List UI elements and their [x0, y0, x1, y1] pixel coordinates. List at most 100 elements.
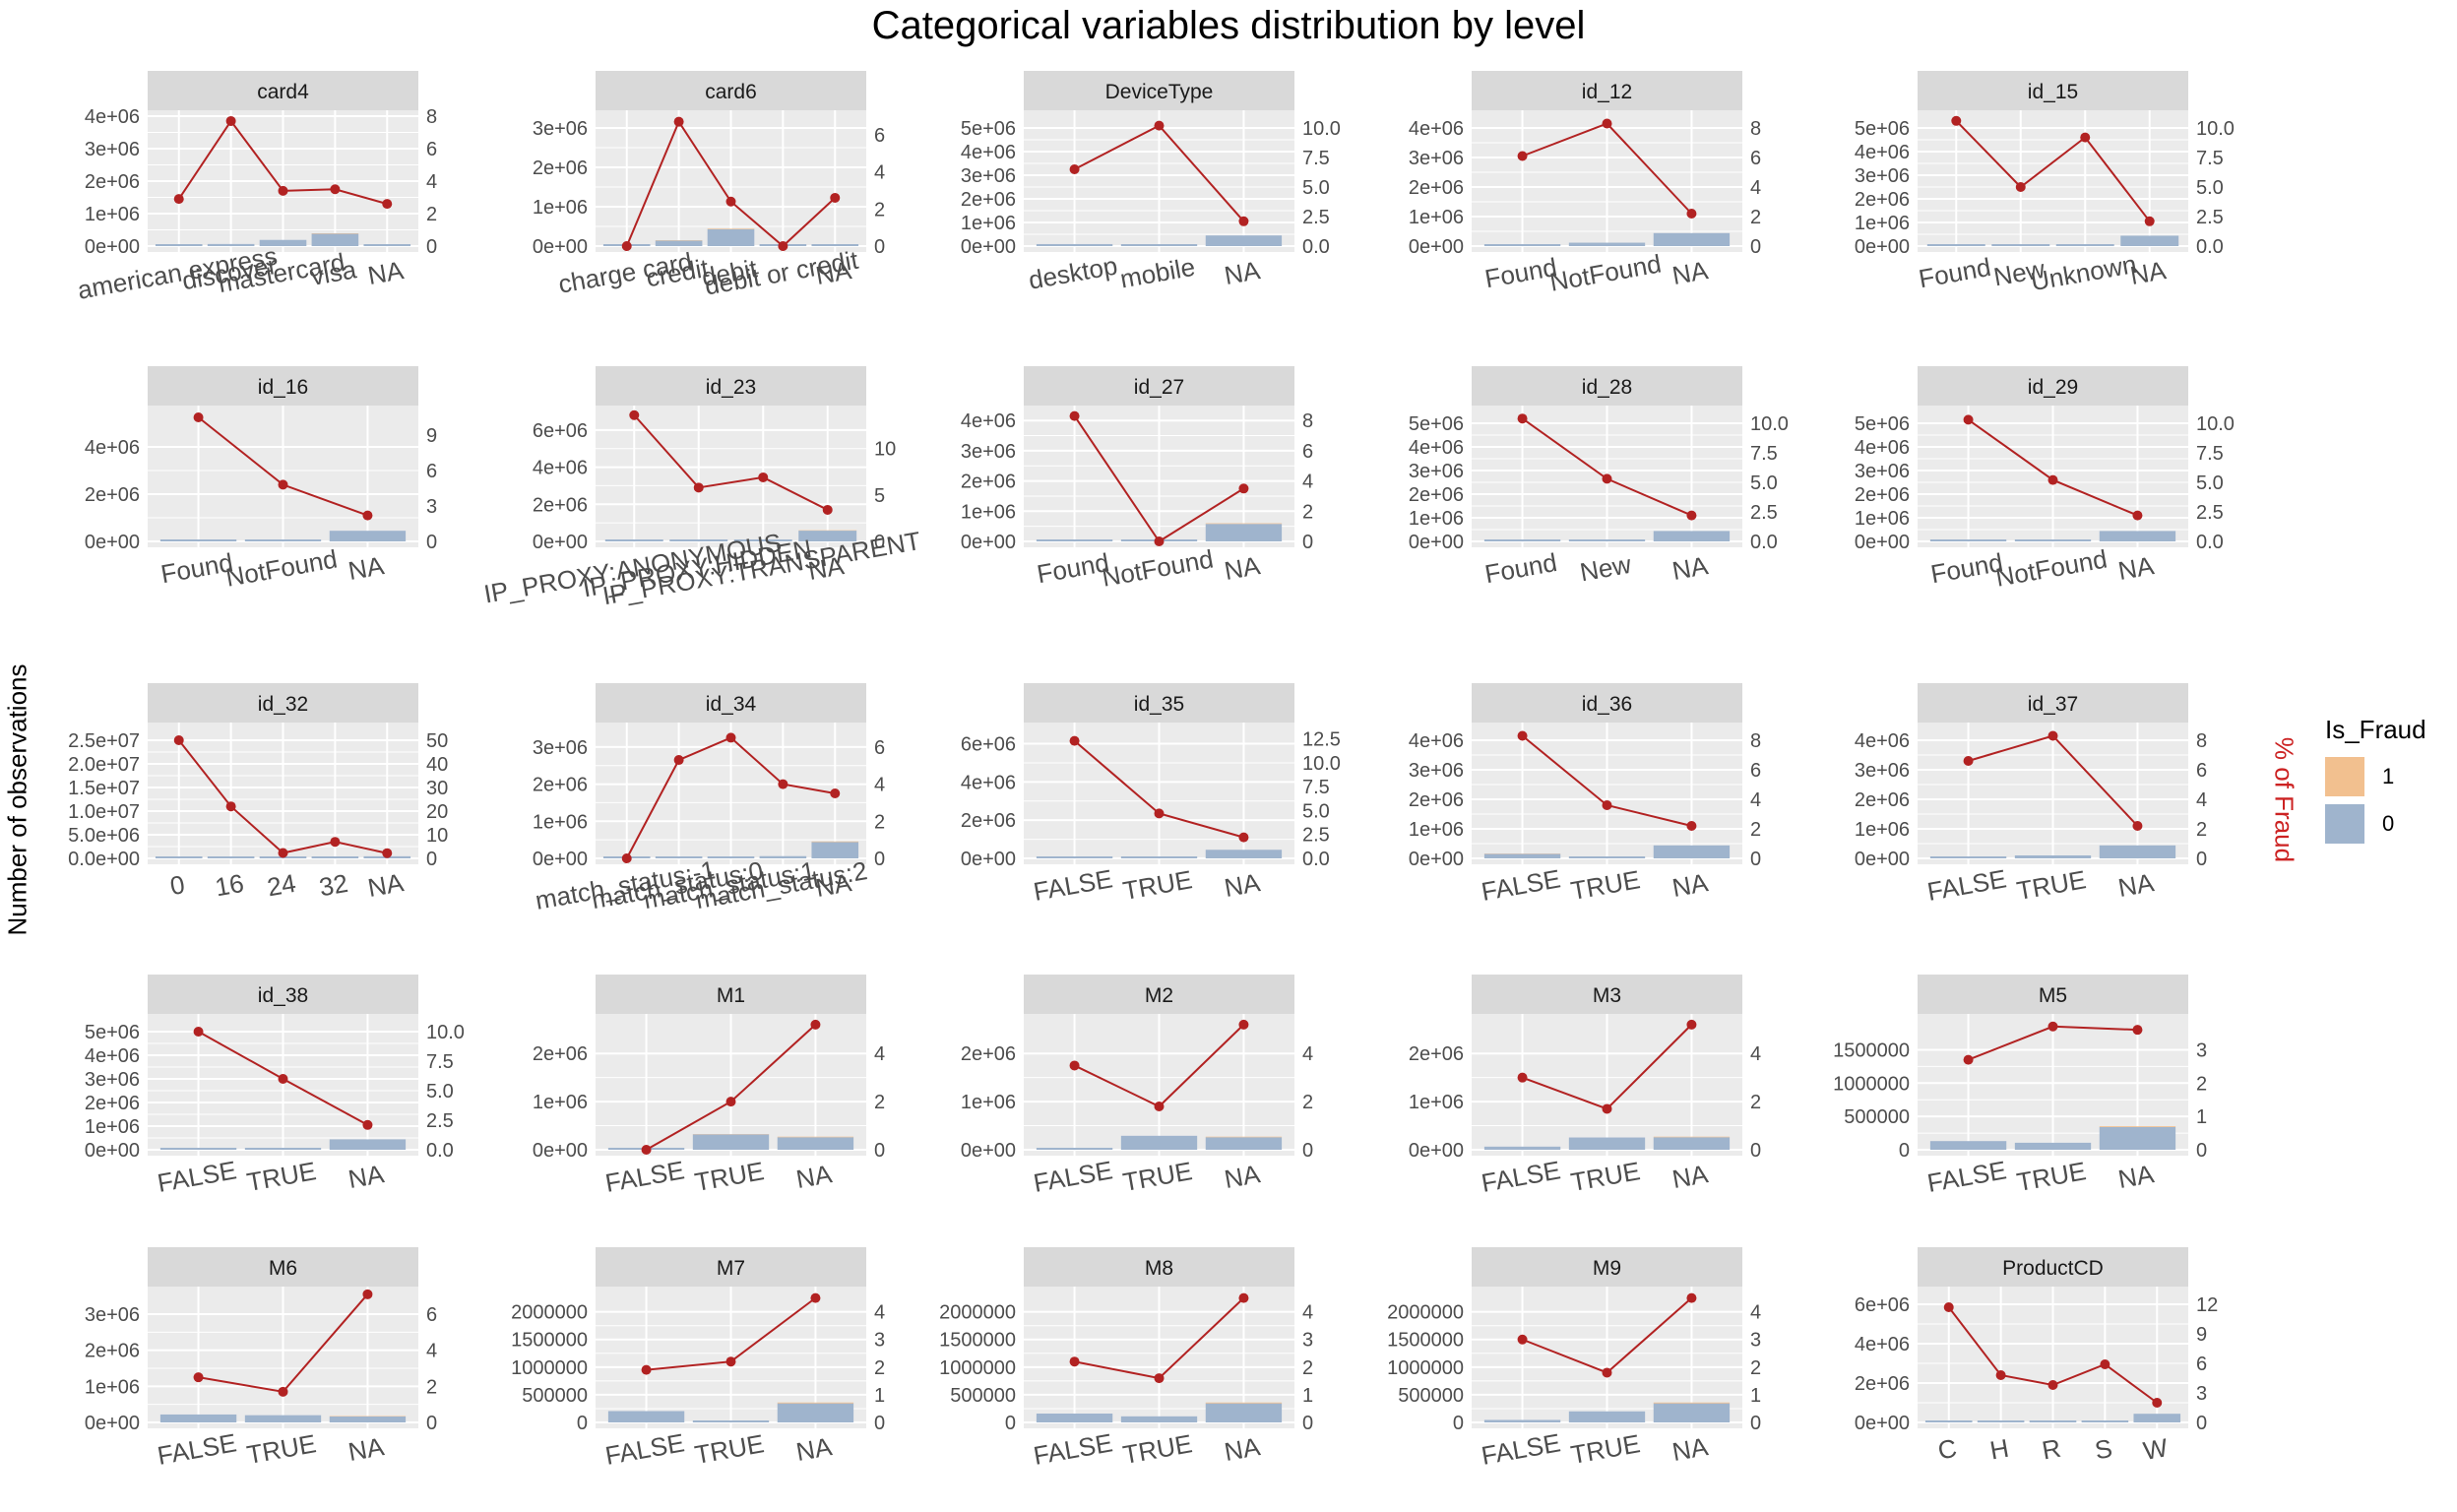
facet-title: M9 — [1593, 1257, 1621, 1280]
bar-not-fraud — [207, 856, 255, 858]
y-tick-right: 6 — [426, 1304, 437, 1326]
fraud-pct-point — [693, 482, 704, 493]
x-tick: NotFound — [223, 543, 340, 592]
x-tick: mobile — [1118, 252, 1198, 294]
y-tick-left: 2e+06 — [85, 484, 140, 506]
y-tick-left: 5e+06 — [1409, 413, 1464, 435]
y-tick-right: 20 — [426, 801, 448, 823]
y-tick-left: 1e+06 — [1409, 1092, 1464, 1113]
bar-not-fraud — [604, 539, 663, 541]
y-tick-right: 7.5 — [1750, 443, 1778, 465]
fraud-pct-point — [1154, 120, 1165, 131]
y-tick-right: 2 — [2196, 1073, 2207, 1095]
y-tick-left: 500000 — [1398, 1385, 1464, 1407]
y-tick-left: 0e+00 — [961, 849, 1016, 870]
legend-title: Is_Fraud — [2325, 715, 2426, 744]
y-tick-right: 2 — [1750, 1092, 1761, 1113]
y-tick-right: 4 — [1750, 789, 1761, 811]
x-tick: NA — [1222, 255, 1262, 290]
bar-not-fraud — [777, 1403, 854, 1422]
fraud-pct-point — [1154, 536, 1165, 546]
y-tick-left: 0e+00 — [1409, 849, 1464, 870]
fraud-pct-point — [2048, 474, 2058, 485]
y-tick-left: 2000000 — [939, 1302, 1016, 1324]
y-tick-right: 2 — [1750, 1357, 1761, 1379]
fraud-pct-point — [725, 196, 736, 207]
bar-not-fraud — [1653, 1137, 1731, 1150]
bar-not-fraud — [2133, 1414, 2181, 1422]
y-tick-right: 7.5 — [1302, 148, 1330, 169]
y-tick-right: 4 — [874, 775, 885, 796]
y-tick-left: 0e+00 — [85, 532, 140, 553]
bar-not-fraud — [655, 240, 703, 246]
y-tick-right: 0.0 — [1302, 849, 1330, 870]
facet-panel: id_37 0e+00 1e+06 2e+06 3e+06 4e+06 0 2 4 6 8 FALSE… — [1855, 683, 2207, 907]
bar-not-fraud — [2014, 1142, 2092, 1150]
facet-strip — [596, 71, 866, 110]
x-tick: NA — [1670, 255, 1710, 290]
y-tick-right: 10.0 — [2196, 118, 2235, 140]
y-tick-right: 4 — [874, 1302, 885, 1324]
facet-strip — [148, 1247, 418, 1287]
y-tick-right: 30 — [426, 778, 448, 799]
y-tick-left: 2e+06 — [961, 472, 1016, 493]
bar-not-fraud — [1120, 1135, 1198, 1150]
legend-item-0: 0 — [2325, 804, 2426, 844]
bar-not-fraud — [1205, 1137, 1283, 1150]
fraud-pct-point — [629, 410, 640, 420]
x-tick: TRUE — [1120, 1428, 1194, 1470]
fraud-pct-point — [2048, 730, 2058, 741]
x-tick: TRUE — [1568, 864, 1642, 906]
x-tick: NA — [813, 867, 853, 903]
fraud-pct-point — [830, 788, 841, 798]
x-tick: S — [2093, 1433, 2114, 1466]
x-tick: NA — [1222, 867, 1262, 903]
facet-panel: M2 0e+00 1e+06 2e+06 0 2 4 FALSE TRUE NA — [961, 975, 1313, 1198]
fraud-pct-point — [362, 510, 373, 521]
x-tick: FALSE — [1032, 1427, 1115, 1471]
facet-title: id_15 — [2028, 81, 2078, 103]
x-tick: NA — [1222, 550, 1262, 586]
facet-strip — [1024, 366, 1294, 406]
y-tick-left: 1e+06 — [1855, 819, 1910, 841]
bar-not-fraud — [1036, 1148, 1113, 1150]
facet-panel: card40e+001e+062e+063e+064e+0602468ameri… — [76, 71, 437, 305]
fraud-pct-point — [225, 801, 236, 812]
bar-not-fraud — [311, 233, 359, 246]
y-tick-right: 5.0 — [2196, 472, 2224, 494]
bar-not-fraud — [692, 1420, 770, 1422]
x-tick: TRUE — [2014, 1156, 2088, 1197]
fraud-pct-line — [633, 414, 829, 511]
bar-not-fraud — [363, 244, 411, 246]
bar-not-fraud — [1036, 1414, 1113, 1422]
bar-not-fraud — [155, 856, 203, 858]
x-tick: C — [1935, 1433, 1959, 1466]
y-tick-right: 1 — [874, 1385, 885, 1407]
fraud-pct-point — [758, 472, 769, 482]
bar-not-fraud — [2099, 1126, 2176, 1150]
y-tick-left: 3e+06 — [961, 165, 1016, 187]
bar-fraud — [1653, 1136, 1731, 1138]
fraud-pct-point — [1517, 151, 1528, 161]
bar-not-fraud — [159, 539, 237, 541]
fraud-pct-point — [778, 779, 788, 789]
y-tick-right: 3 — [874, 1330, 885, 1352]
x-tick: TRUE — [692, 1428, 766, 1470]
x-tick: NA — [793, 1431, 834, 1467]
y-tick-left: 3e+06 — [961, 441, 1016, 463]
bar-not-fraud — [1653, 232, 1731, 246]
y-tick-left: 6e+06 — [961, 734, 1016, 756]
y-tick-left: 3e+06 — [1409, 461, 1464, 482]
y-tick-left: 2e+06 — [533, 158, 588, 179]
bar-not-fraud — [692, 1134, 770, 1150]
y-tick-right: 0 — [1750, 1413, 1761, 1434]
x-tick: NA — [1222, 1159, 1262, 1194]
x-tick: NA — [346, 1431, 386, 1467]
fraud-pct-point — [362, 1119, 373, 1130]
x-tick: TRUE — [692, 1156, 766, 1197]
legend-item-1: 1 — [2325, 757, 2426, 796]
y-tick-left: 1e+06 — [533, 811, 588, 833]
bar-not-fraud — [1205, 235, 1283, 246]
x-tick: Found — [1482, 547, 1559, 589]
